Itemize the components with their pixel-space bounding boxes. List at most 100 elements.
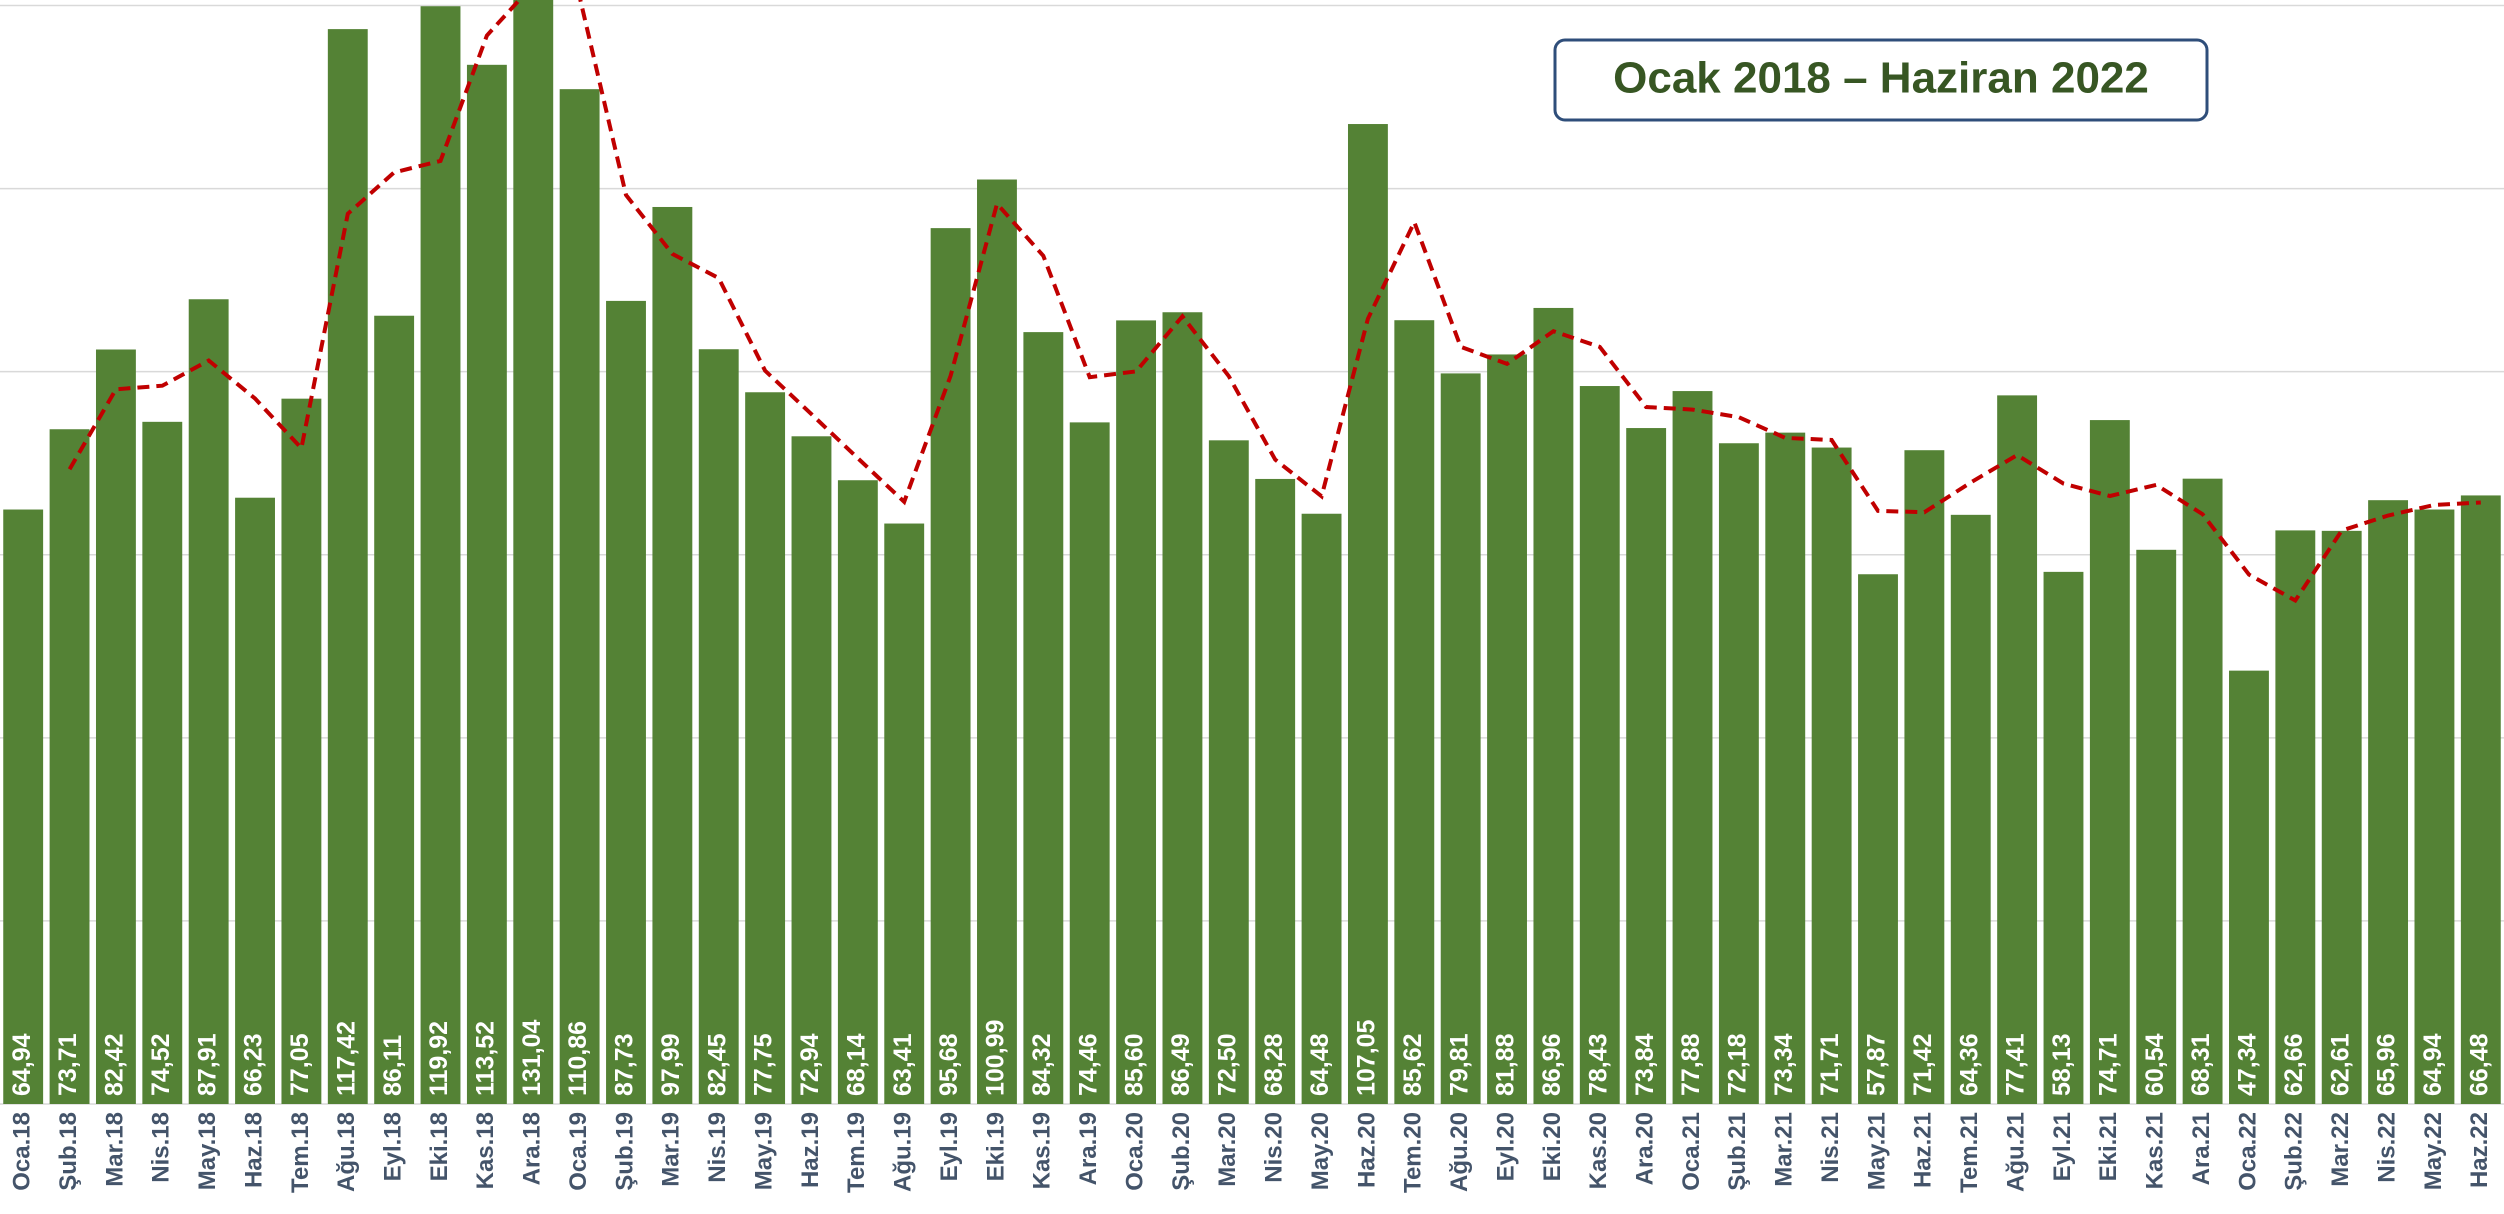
x-tick-label: Nis.21 <box>1817 1112 1844 1183</box>
bar <box>791 436 832 1105</box>
bar <box>2182 478 2223 1104</box>
bar <box>930 228 971 1104</box>
x-tick-label: Mar.22 <box>2327 1112 2354 1187</box>
value-label: 68,31 <box>2187 1033 2215 1096</box>
value-label: 68,14 <box>842 1033 870 1096</box>
value-label: 113,52 <box>471 1021 499 1096</box>
bar <box>49 429 90 1104</box>
bar <box>142 421 183 1104</box>
value-label: 110,86 <box>564 1021 592 1096</box>
value-label: 58,13 <box>2048 1033 2076 1096</box>
value-label: 60,54 <box>2141 1033 2169 1096</box>
x-tick-label: Ağu.21 <box>2002 1112 2029 1192</box>
x-tick-label: May.19 <box>750 1112 777 1190</box>
bar <box>1162 312 1203 1104</box>
x-tick-label: Haz.21 <box>1910 1112 1937 1188</box>
bar <box>1440 373 1481 1104</box>
x-tick-label: Mar.19 <box>658 1112 685 1187</box>
x-tick-label: Tem.18 <box>287 1112 314 1193</box>
x-tick-label: Ara.18 <box>519 1112 546 1185</box>
x-tick-label: Oca.19 <box>565 1112 592 1191</box>
bar <box>1208 440 1249 1104</box>
x-tick-label: Kas.19 <box>1029 1112 1056 1189</box>
bar <box>884 523 925 1104</box>
value-label: 63,41 <box>889 1033 917 1096</box>
bar <box>1672 391 1713 1104</box>
value-label: 71,71 <box>1816 1033 1844 1096</box>
x-tick-label: Ağu.20 <box>1446 1112 1473 1192</box>
value-label: 77,88 <box>1677 1033 1705 1096</box>
bar <box>1950 514 1991 1104</box>
value-label: 64,94 <box>2419 1033 2447 1096</box>
x-tick-label: Eki.20 <box>1539 1112 1566 1181</box>
value-label: 57,87 <box>1863 1033 1891 1096</box>
x-tick-label: Şub.18 <box>55 1112 82 1191</box>
bar <box>1347 124 1388 1105</box>
x-tick-label: Mar.20 <box>1214 1112 1241 1187</box>
value-label: 72,18 <box>1723 1033 1751 1096</box>
x-tick-label: May.22 <box>2420 1112 2447 1190</box>
x-tick-label: Eki.21 <box>2095 1112 2122 1181</box>
bar <box>188 299 229 1105</box>
grid <box>0 4 2504 1105</box>
value-label: 117,42 <box>332 1021 360 1096</box>
value-label: 64,48 <box>1306 1033 1334 1096</box>
x-tick-label: Ağu.18 <box>333 1112 360 1192</box>
bar <box>2414 509 2455 1104</box>
value-label: 81,88 <box>1492 1033 1520 1096</box>
value-label: 85,60 <box>1121 1033 1149 1096</box>
value-label: 47,34 <box>2234 1033 2262 1096</box>
x-tick-label: Şub.22 <box>2281 1112 2308 1191</box>
x-tick-label: Eyl.20 <box>1492 1112 1519 1181</box>
x-tick-label: May.21 <box>1863 1112 1890 1190</box>
value-label: 86,49 <box>1167 1033 1195 1096</box>
value-label: 78,43 <box>1584 1033 1612 1096</box>
chart-title: Ocak 2018 – Haziran 2022 <box>1613 54 2149 103</box>
x-tick-label: Şub.19 <box>611 1112 638 1191</box>
bar <box>2136 549 2177 1104</box>
labels: 64,94 73,71 82,42 74,52 87,91 66,23 77,05 117,4… <box>8 1019 2494 1192</box>
x-tick-label: Eki.19 <box>982 1112 1009 1181</box>
value-label: 71,42 <box>1909 1033 1937 1096</box>
bar <box>1255 478 1296 1105</box>
x-tick-label: Kas.18 <box>472 1112 499 1189</box>
x-tick-label: Eki.18 <box>426 1112 453 1181</box>
value-label: 82,42 <box>101 1033 129 1096</box>
x-tick-label: Şub.20 <box>1168 1112 1195 1191</box>
bar <box>420 6 461 1105</box>
bar <box>2089 420 2130 1105</box>
bar <box>698 349 739 1104</box>
x-tick-label: May.18 <box>194 1112 221 1190</box>
bar <box>1626 428 1667 1104</box>
bar <box>559 89 600 1105</box>
bar <box>2321 530 2362 1104</box>
x-tick-label: Tem.19 <box>843 1112 870 1193</box>
value-label: 66,48 <box>2465 1033 2493 1096</box>
value-label: 62,66 <box>2280 1033 2308 1096</box>
value-label: 97,99 <box>657 1033 685 1096</box>
x-tick-label: Eyl.21 <box>2049 1112 2076 1181</box>
bar <box>1997 395 2038 1104</box>
bar <box>2229 670 2269 1104</box>
value-label: 87,91 <box>193 1033 221 1096</box>
value-label: 72,94 <box>796 1033 824 1096</box>
value-label: 77,75 <box>750 1033 778 1096</box>
value-label: 77,05 <box>286 1033 314 1096</box>
value-label: 66,23 <box>240 1033 268 1096</box>
x-tick-label: Tem.20 <box>1400 1112 1427 1193</box>
value-label: 73,34 <box>1770 1033 1798 1096</box>
value-label: 107,05 <box>1353 1019 1381 1096</box>
bar <box>2368 500 2409 1104</box>
x-tick-label: Nis.18 <box>148 1112 175 1183</box>
bar <box>235 497 275 1104</box>
value-label: 79,81 <box>1445 1033 1473 1096</box>
lines <box>67 0 2481 604</box>
value-label: 64,94 <box>8 1033 36 1096</box>
bar <box>837 480 878 1104</box>
bar <box>374 315 415 1104</box>
x-tick-label: Haz.19 <box>797 1112 824 1188</box>
x-tick-label: Eyl.19 <box>936 1112 963 1181</box>
bar <box>1579 386 1620 1105</box>
bar <box>2043 571 2084 1104</box>
